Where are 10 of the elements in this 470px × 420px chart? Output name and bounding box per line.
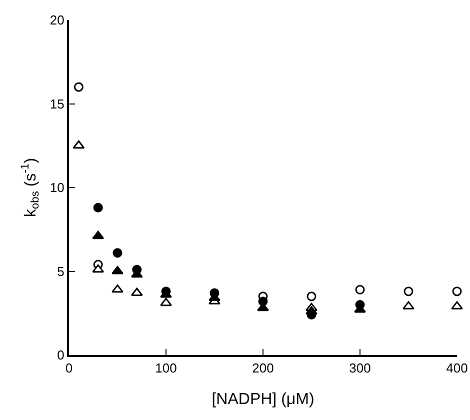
- y-tick-label: 15: [50, 96, 64, 112]
- x-tick-label: 100: [155, 360, 177, 376]
- x-tick-label: 300: [349, 360, 371, 376]
- x-axis-title: [NADPH] (μM): [212, 390, 314, 408]
- x-tick-label: 200: [252, 360, 274, 376]
- y-tick-label: 10: [50, 180, 64, 196]
- x-tick-label: 400: [446, 360, 468, 376]
- y-tick-label: 20: [50, 12, 64, 28]
- y-tick-label: 0: [57, 348, 64, 363]
- y-tick-label: 5: [57, 264, 64, 279]
